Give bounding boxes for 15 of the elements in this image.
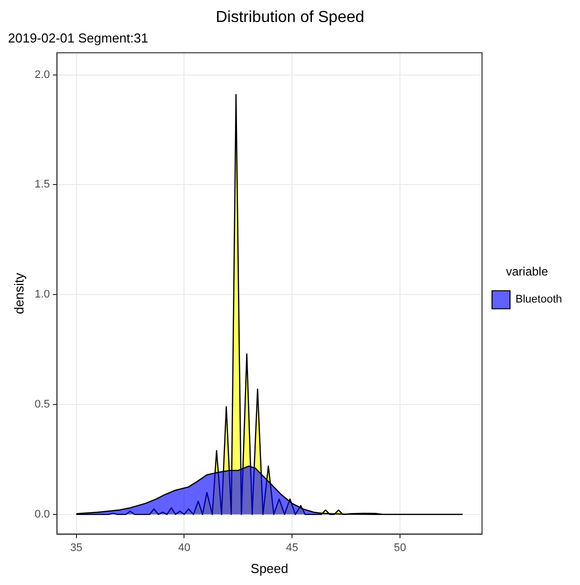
x-axis-title: Speed	[250, 560, 288, 576]
chart-subtitle: 2019-02-01 Segment:31	[8, 30, 148, 46]
y-tick-label: 1.0	[34, 288, 50, 301]
chart-title: Distribution of Speed	[216, 9, 364, 26]
y-tick-label: 0.5	[34, 398, 50, 411]
y-tick-label: 1.5	[34, 178, 50, 191]
x-tick-label: 35	[70, 542, 82, 554]
legend-label: Bluetooth	[516, 294, 562, 306]
x-tick-label: 40	[178, 542, 190, 554]
legend-title: variable	[506, 264, 548, 279]
x-tick-label: 50	[394, 542, 406, 554]
x-tick-label: 45	[286, 542, 298, 554]
y-tick-label: 2.0	[34, 68, 50, 81]
y-tick-label: 0.0	[34, 508, 50, 520]
y-axis-title: density	[11, 272, 26, 314]
